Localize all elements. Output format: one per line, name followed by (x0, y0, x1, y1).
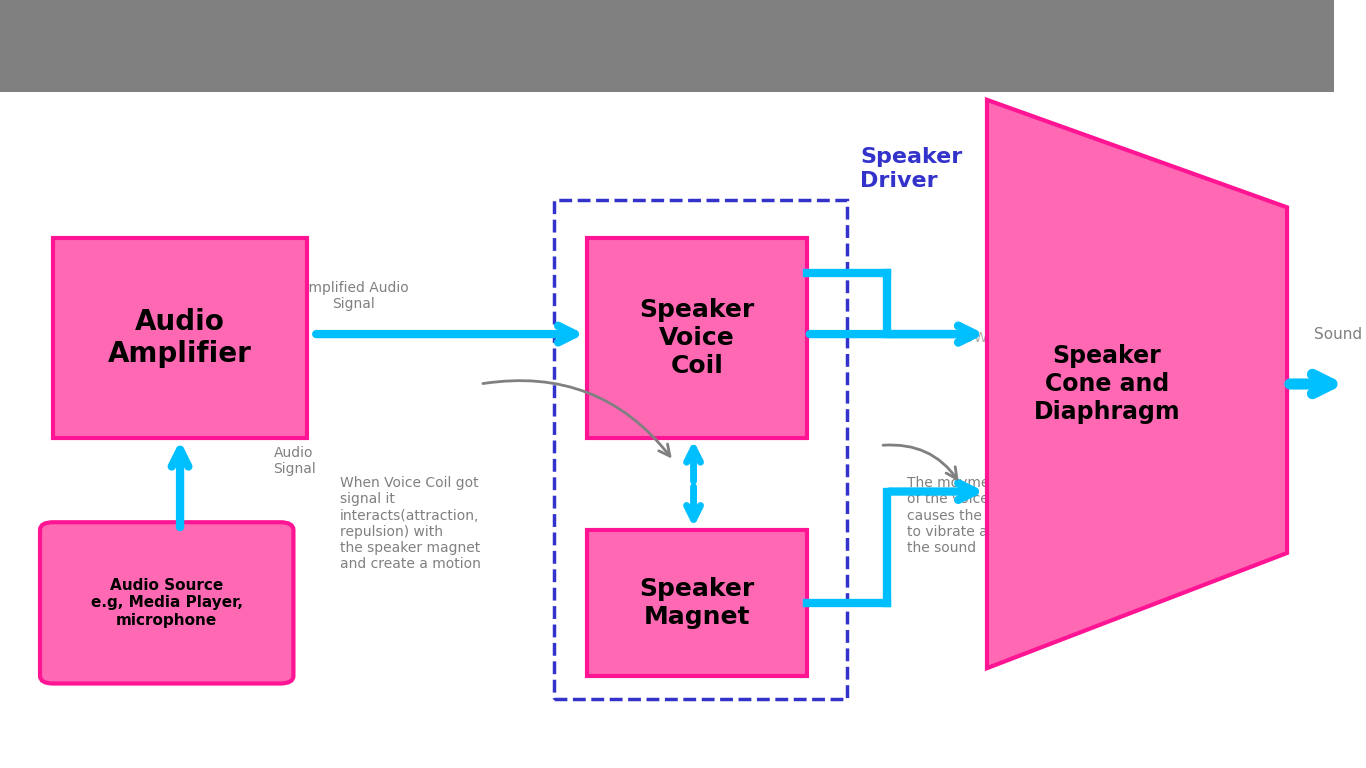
Text: Audio
Amplifier: Audio Amplifier (108, 308, 251, 368)
Text: Audio
Signal: Audio Signal (273, 445, 316, 476)
FancyBboxPatch shape (40, 522, 294, 684)
Text: Speaker
Voice
Coil: Speaker Voice Coil (639, 298, 754, 378)
Text: Speaker
Magnet: Speaker Magnet (639, 577, 754, 629)
FancyBboxPatch shape (587, 530, 807, 676)
Text: ©WWW.ETechnoG.COM: ©WWW.ETechnoG.COM (960, 331, 1123, 345)
Text: Figure. 01:: Figure. 01: (27, 36, 164, 56)
FancyBboxPatch shape (0, 0, 1333, 92)
Text: Speaker
Driver: Speaker Driver (861, 147, 963, 190)
Text: Sound: Sound (1314, 326, 1362, 342)
FancyArrowPatch shape (484, 381, 669, 456)
FancyBboxPatch shape (53, 238, 307, 438)
Text: Learn How Speaker Works with Block Diagram: Learn How Speaker Works with Block Diagr… (440, 34, 1094, 58)
Polygon shape (988, 100, 1287, 668)
Text: When Voice Coil got
signal it
interacts(attraction,
repulsion) with
the speaker : When Voice Coil got signal it interacts(… (340, 476, 481, 571)
Text: Audio Source
e.g, Media Player,
microphone: Audio Source e.g, Media Player, micropho… (90, 578, 243, 627)
Text: Amplified Audio
Signal: Amplified Audio Signal (299, 280, 408, 311)
FancyBboxPatch shape (587, 238, 807, 438)
FancyArrowPatch shape (882, 445, 958, 479)
Text: The movment
of the voice coil
causes the Diaphragm
to vibrate and generate
the s: The movment of the voice coil causes the… (907, 476, 1072, 555)
Text: Speaker
Cone and
Diaphragm: Speaker Cone and Diaphragm (1034, 344, 1180, 424)
